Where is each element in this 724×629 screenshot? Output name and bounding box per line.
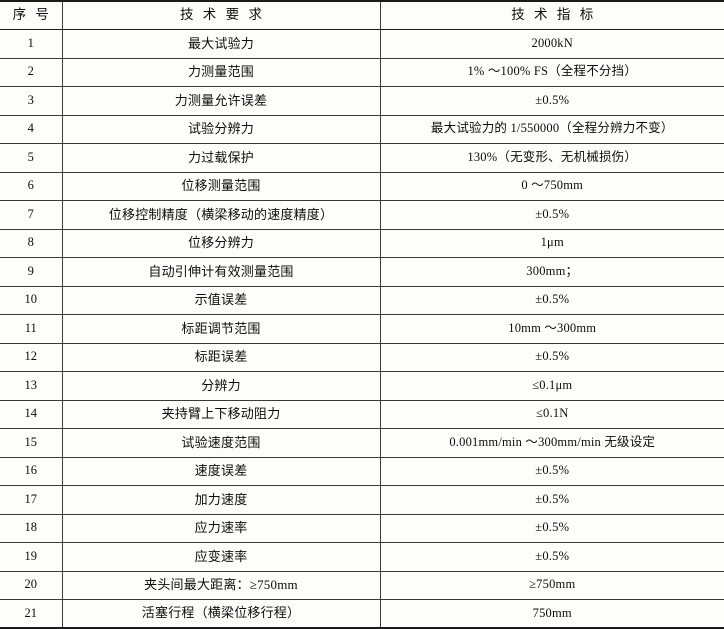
cell-specification: ±0.5% [380,200,724,230]
cell-index: 5 [0,143,63,173]
cell-requirement: 速度误差 [62,456,381,486]
cell-requirement: 位移测量范围 [62,171,381,201]
table-row: 20 夹头间最大距离：≥750mm ≥750mm [0,570,724,600]
table-row: 17 加力速度 ±0.5% [0,485,724,515]
cell-requirement: 夹持臂上下移动阻力 [62,399,381,429]
cell-index: 1 [0,29,63,59]
cell-specification: ±0.5% [380,342,724,372]
table-row: 18 应力速率 ±0.5% [0,513,724,543]
table-row: 4 试验分辨力 最大试验力的 1/550000（全程分辨力不变） [0,114,724,144]
table-body: 1 最大试验力 2000kN 2 力测量范围 1% ～100% FS（全程不分挡） 3 力测量… [0,29,724,629]
cell-requirement: 试验速度范围 [62,428,381,458]
table-row: 3 力测量允许误差 ±0.5% [0,86,724,116]
cell-requirement: 试验分辨力 [62,114,381,144]
cell-index: 2 [0,57,63,87]
cell-specification: ±0.5% [380,485,724,515]
cell-specification: ±0.5% [380,513,724,543]
cell-index: 12 [0,342,63,372]
cell-specification: 2000kN [380,29,724,59]
cell-index: 21 [0,599,63,629]
cell-specification: 10mm ～300mm [380,314,724,344]
table-row: 16 速度误差 ±0.5% [0,456,724,486]
cell-specification: ≥750mm [380,570,724,600]
cell-requirement: 位移分辨力 [62,228,381,258]
cell-index: 4 [0,114,63,144]
cell-requirement: 自动引伸计有效测量范围 [62,257,381,287]
cell-index: 6 [0,171,63,201]
table-row: 10 示值误差 ±0.5% [0,285,724,315]
cell-index: 8 [0,228,63,258]
cell-index: 20 [0,570,63,600]
table-row: 15 试验速度范围 0.001mm/min ～300mm/min 无级设定 [0,428,724,458]
table-row: 5 力过载保护 130%（无变形、无机械损伤） [0,143,724,173]
table-row: 14 夹持臂上下移动阻力 ≤0.1N [0,399,724,429]
table-row: 11 标距调节范围 10mm ～300mm [0,314,724,344]
cell-requirement: 分辨力 [62,371,381,401]
cell-requirement: 位移控制精度（横梁移动的速度精度） [62,200,381,230]
cell-requirement: 力测量范围 [62,57,381,87]
table-row: 6 位移测量范围 0 ～750mm [0,171,724,201]
cell-specification: 750mm [380,599,724,629]
cell-index: 7 [0,200,63,230]
table-row: 8 位移分辨力 1μm [0,228,724,258]
cell-specification: 0.001mm/min ～300mm/min 无级设定 [380,428,724,458]
cell-specification: 1% ～100% FS（全程不分挡） [380,57,724,87]
cell-specification: ≤0.1N [380,399,724,429]
cell-index: 14 [0,399,63,429]
cell-requirement: 应力速率 [62,513,381,543]
column-header-requirement: 技 术 要 求 [62,0,381,30]
cell-requirement: 加力速度 [62,485,381,515]
cell-index: 13 [0,371,63,401]
header-row: 序 号 技 术 要 求 技 术 指 标 [0,0,724,30]
cell-requirement: 活塞行程（横梁位移行程） [62,599,381,629]
table-row: 12 标距误差 ±0.5% [0,342,724,372]
table-row: 9 自动引伸计有效测量范围 300mm； [0,257,724,287]
cell-requirement: 标距误差 [62,342,381,372]
cell-specification: 最大试验力的 1/550000（全程分辨力不变） [380,114,724,144]
table-row: 1 最大试验力 2000kN [0,29,724,59]
cell-requirement: 最大试验力 [62,29,381,59]
table-row: 19 应变速率 ±0.5% [0,542,724,572]
column-header-specification: 技 术 指 标 [380,0,724,30]
cell-requirement: 标距调节范围 [62,314,381,344]
cell-requirement: 应变速率 [62,542,381,572]
cell-specification: ≤0.1μm [380,371,724,401]
table-row: 7 位移控制精度（横梁移动的速度精度） ±0.5% [0,200,724,230]
cell-specification: ±0.5% [380,542,724,572]
cell-specification: 130%（无变形、无机械损伤） [380,143,724,173]
cell-specification: 1μm [380,228,724,258]
cell-index: 9 [0,257,63,287]
cell-index: 18 [0,513,63,543]
cell-specification: 300mm； [380,257,724,287]
cell-requirement: 力测量允许误差 [62,86,381,116]
table-row: 21 活塞行程（横梁位移行程） 750mm [0,599,724,629]
table-header: 序 号 技 术 要 求 技 术 指 标 [0,0,724,30]
cell-index: 3 [0,86,63,116]
cell-specification: ±0.5% [380,285,724,315]
cell-index: 11 [0,314,63,344]
cell-index: 19 [0,542,63,572]
cell-requirement: 力过载保护 [62,143,381,173]
cell-requirement: 示值误差 [62,285,381,315]
cell-requirement: 夹头间最大距离：≥750mm [62,570,381,600]
cell-specification: 0 ～750mm [380,171,724,201]
table-row: 13 分辨力 ≤0.1μm [0,371,724,401]
cell-index: 15 [0,428,63,458]
cell-index: 17 [0,485,63,515]
cell-index: 10 [0,285,63,315]
cell-specification: ±0.5% [380,86,724,116]
cell-index: 16 [0,456,63,486]
cell-specification: ±0.5% [380,456,724,486]
table-row: 2 力测量范围 1% ～100% FS（全程不分挡） [0,57,724,87]
column-header-index: 序 号 [0,0,63,30]
